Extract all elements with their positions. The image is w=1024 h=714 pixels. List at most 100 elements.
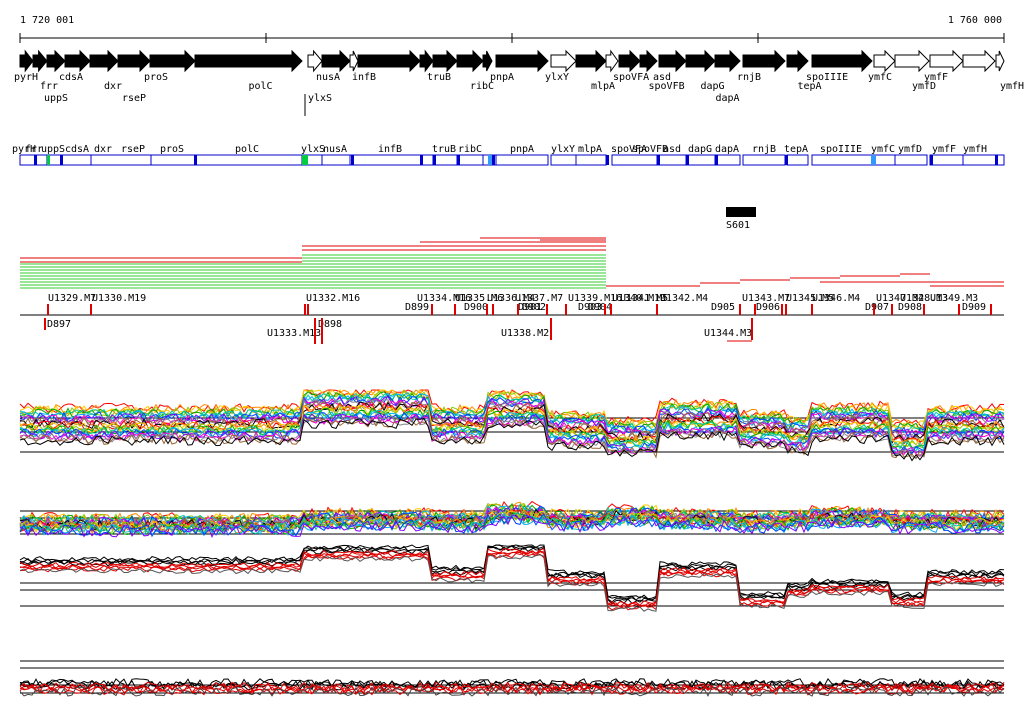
gene-infB[interactable]: infB (352, 49, 421, 83)
gene-ribC[interactable]: ribC (456, 49, 494, 92)
gene-ymfG[interactable] (962, 49, 996, 73)
gene-arrow[interactable] (89, 49, 119, 73)
transcript-u1334-m16[interactable]: U1334.M16 (417, 293, 471, 304)
gene-ylxS[interactable]: ylxS (307, 49, 332, 104)
gene-arrow[interactable] (307, 49, 323, 73)
gene-arrow[interactable] (929, 49, 964, 73)
operon-box[interactable] (90, 154, 152, 166)
gene-asd[interactable]: asd (653, 49, 687, 83)
gene-arrow[interactable] (639, 49, 658, 73)
operon-box[interactable] (894, 154, 928, 166)
gene-arrow[interactable] (32, 49, 48, 73)
gene-dapG[interactable]: dapG (685, 49, 725, 92)
transcript-u1329-m7[interactable]: U1329.M7 (48, 293, 96, 304)
gene-arrow[interactable] (894, 49, 930, 73)
transcript-u1338-m2[interactable]: U1338.M2 (501, 328, 549, 339)
gene-arrow[interactable] (618, 49, 641, 73)
transcript-u1337-m7[interactable]: U1337.M7 (515, 293, 563, 304)
gene-ymfH[interactable]: ymfH (995, 50, 1024, 92)
gene-arrow[interactable] (321, 49, 351, 73)
transcript-u1339-m16[interactable]: U1339.M16 (568, 293, 622, 304)
transcript-u1341-m5[interactable]: U1341.M5 (620, 293, 668, 304)
transcript-u1340-m19[interactable]: U1340.M19 (612, 293, 666, 304)
operon-box[interactable] (962, 154, 1005, 166)
operon-box[interactable] (714, 154, 741, 166)
gene-polC[interactable]: polC (194, 49, 303, 92)
gene-arrow[interactable] (786, 49, 809, 73)
gene-frr[interactable]: frr (32, 49, 58, 92)
operon-box[interactable] (495, 154, 549, 166)
gene-ymfC[interactable]: ymfC (868, 49, 896, 83)
transcript-d897[interactable]: D897 (47, 319, 71, 330)
gene-rbfA[interactable] (419, 49, 434, 73)
gene-uppS[interactable]: uppS (44, 49, 68, 104)
feature-s601[interactable]: S601 (726, 207, 756, 231)
gene-arrow[interactable] (46, 49, 66, 73)
operon-box[interactable] (456, 154, 484, 166)
gene-arrow[interactable] (658, 49, 687, 73)
gene-truB[interactable]: truB (427, 49, 458, 83)
transcript-u1336-m4[interactable]: U1336.M4 (487, 293, 535, 304)
gene-arrow[interactable] (873, 49, 896, 73)
gene-arrow[interactable] (456, 49, 484, 73)
gene-arrow[interactable] (685, 49, 716, 73)
gene-arrow[interactable] (742, 49, 786, 73)
operon-box[interactable] (656, 154, 687, 166)
transcript-d905[interactable]: D905 (711, 302, 735, 313)
transcript-d902[interactable]: D902 (522, 302, 546, 313)
transcript-u1344-m3[interactable]: U1344.M3 (704, 328, 752, 339)
operon-box[interactable] (150, 154, 196, 166)
gene-arrow[interactable] (962, 49, 996, 73)
transcript-u1335-m6[interactable]: U1335.M6 (455, 293, 503, 304)
transcript-u1332-m16[interactable]: U1332.M16 (306, 293, 360, 304)
gene-arrow[interactable] (432, 49, 458, 73)
gene-arrow[interactable] (19, 49, 34, 73)
transcript-u1333-m13[interactable]: U1333.M13 (267, 328, 321, 339)
gene-dapA[interactable]: dapA (714, 49, 741, 104)
gene-proS[interactable]: proS (144, 49, 196, 83)
transcript-u1347-m2[interactable]: U1347.M2 (876, 293, 924, 304)
gene-ymfD[interactable]: ymfD (894, 49, 936, 92)
transcript-d900[interactable]: D900 (464, 302, 488, 313)
operon-box[interactable] (611, 154, 658, 166)
gene-rpsO[interactable] (482, 50, 493, 72)
transcript-u1342-m4[interactable]: U1342.M4 (660, 293, 708, 304)
gene-rseP[interactable]: rseP (117, 49, 151, 104)
gene-dxr[interactable]: dxr (89, 49, 122, 92)
gene-ymfF[interactable]: ymfF (924, 49, 964, 83)
transcript-d909[interactable]: D909 (962, 302, 986, 313)
operon-box[interactable] (685, 154, 716, 166)
gene-arrow[interactable] (419, 49, 434, 73)
operon-box[interactable] (432, 154, 458, 166)
gene-cdsA[interactable]: cdsA (59, 49, 91, 83)
feature-s601-box[interactable] (726, 207, 756, 217)
gene-arrow[interactable] (482, 50, 493, 72)
operon-box[interactable] (929, 154, 964, 166)
gene-arrow[interactable] (117, 49, 151, 73)
transcript-d907[interactable]: D907 (865, 302, 889, 313)
gene-ylxR[interactable] (349, 50, 359, 72)
gene-rnjB[interactable]: rnjB (737, 49, 786, 83)
gene-arrow[interactable] (349, 50, 359, 72)
operon-box[interactable] (811, 154, 873, 166)
gene-ymxH[interactable] (605, 49, 619, 73)
transcript-d899[interactable]: D899 (405, 302, 429, 313)
gene-arrow[interactable] (495, 49, 549, 73)
transcript-u1349-m3[interactable]: U1349.M3 (930, 293, 978, 304)
gene-arrow[interactable] (811, 49, 873, 73)
transcript-u1345-m5[interactable]: U1345.M5 (786, 293, 834, 304)
transcript-d903[interactable]: D903 (578, 302, 602, 313)
gene-mlpA[interactable]: mlpA (575, 49, 615, 92)
transcript-d908[interactable]: D908 (898, 302, 922, 313)
gene-arrow[interactable] (357, 49, 421, 73)
operon-box[interactable] (742, 154, 786, 166)
transcript-d901[interactable]: D901 (518, 302, 542, 313)
transcript-u1348-m3[interactable]: U1348.M3 (900, 293, 948, 304)
gene-spoIIIE[interactable]: spoIIIE (806, 49, 873, 83)
gene-spoVFB[interactable]: spoVFB (639, 49, 685, 92)
gene-arrow[interactable] (149, 49, 196, 73)
operon-box[interactable] (786, 154, 809, 166)
transcript-d904[interactable]: D904 (588, 302, 612, 313)
gene-arrow[interactable] (194, 49, 303, 73)
gene-tepA[interactable]: tepA (786, 49, 822, 92)
